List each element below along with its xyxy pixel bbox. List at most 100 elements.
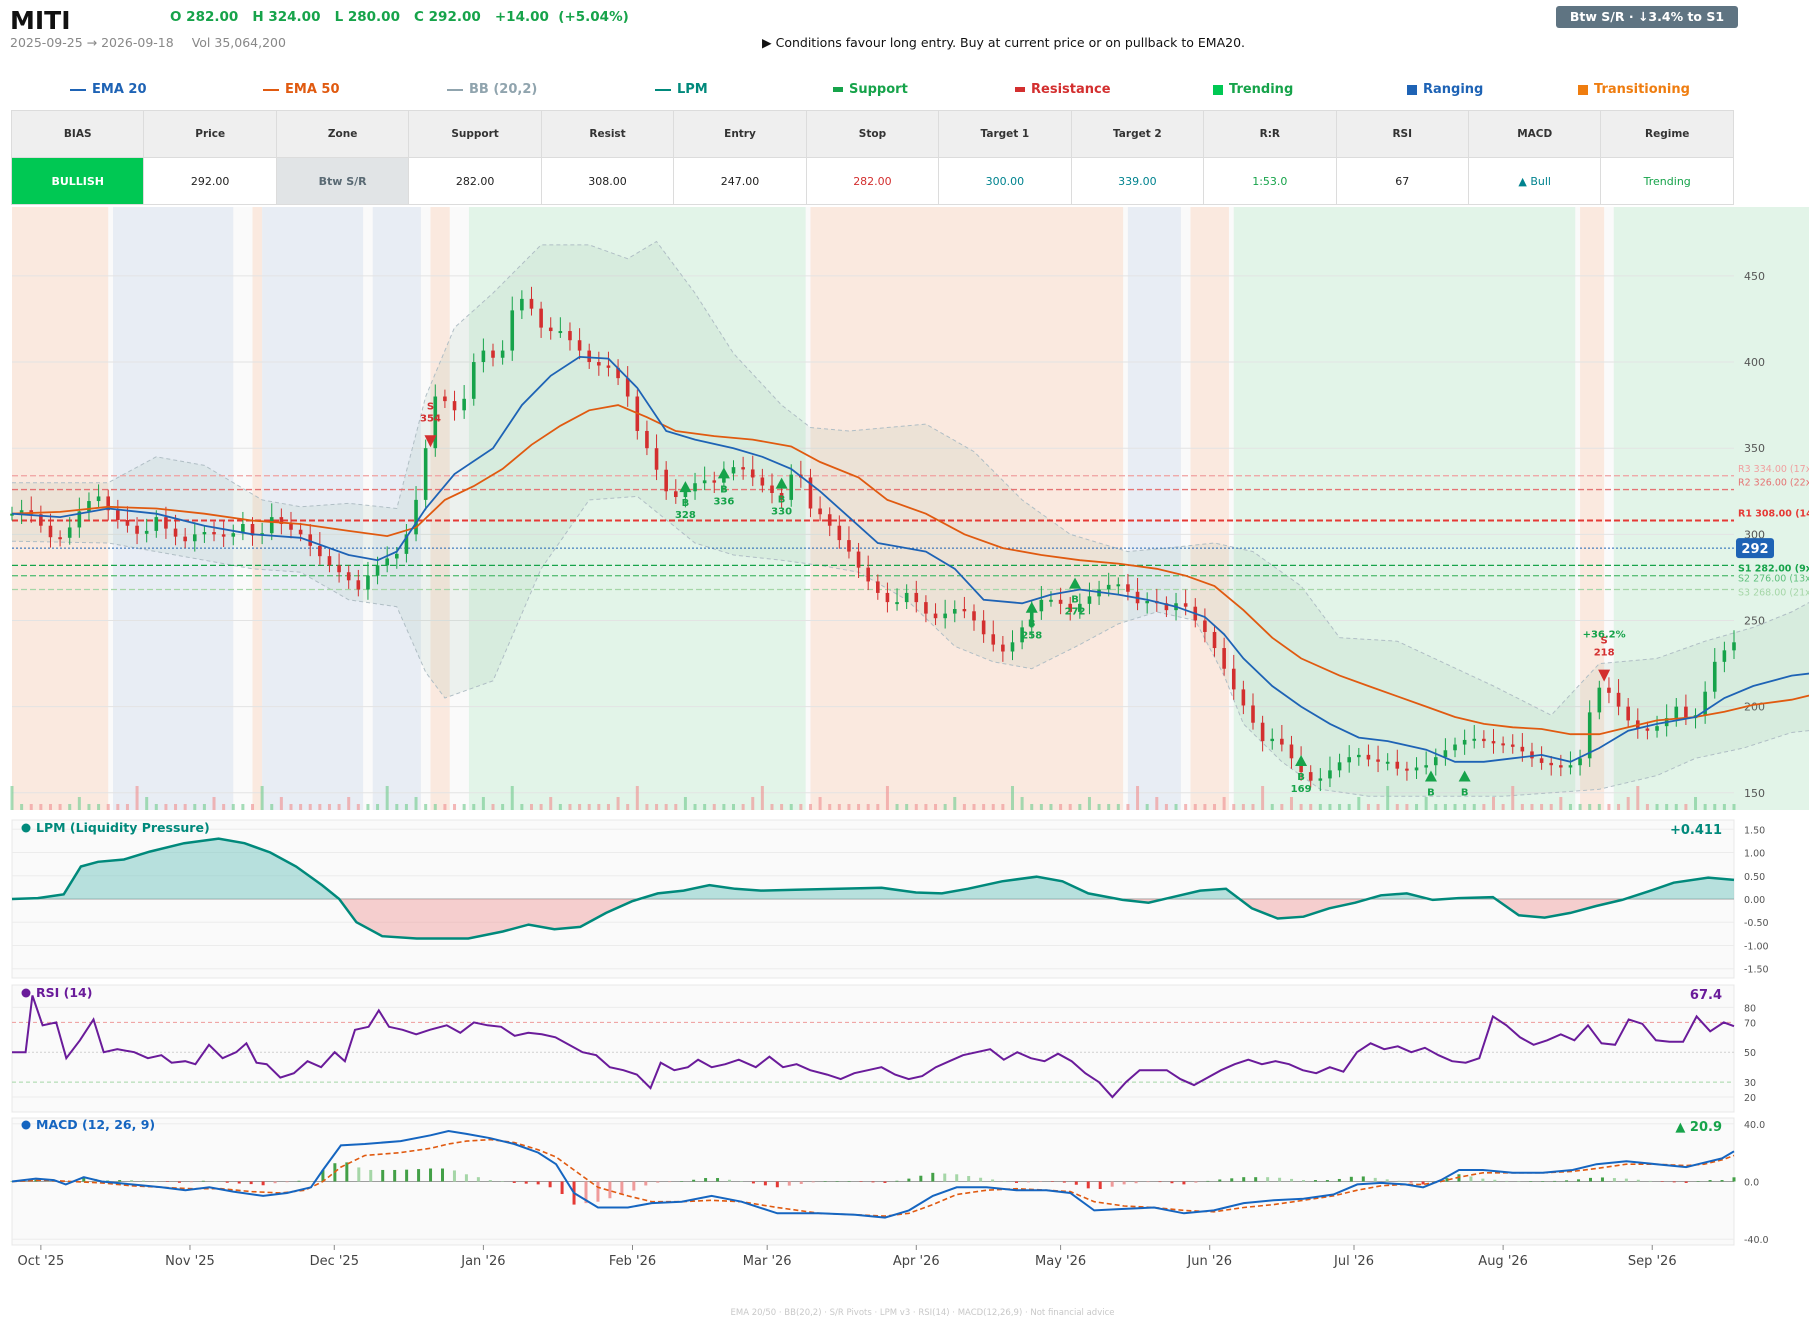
candle-body	[1433, 757, 1438, 766]
volume-bar	[1732, 804, 1736, 810]
candlestick	[1241, 680, 1246, 715]
candlestick	[1251, 693, 1255, 730]
volume-bar	[616, 797, 620, 810]
macd-histogram-bar	[10, 1181, 14, 1182]
candle-body	[87, 501, 91, 512]
candlestick	[1010, 630, 1015, 661]
candlestick	[847, 526, 851, 559]
volume-bar	[1078, 804, 1082, 810]
volume-bar	[520, 804, 524, 810]
x-tick-label: Dec '25	[310, 1254, 359, 1269]
macd-histogram-bar	[345, 1162, 349, 1182]
rsi-last-value: 67.4	[1690, 988, 1722, 1003]
candle-body	[741, 467, 745, 470]
candlestick	[77, 497, 82, 538]
regime-band-trending	[468, 207, 806, 810]
candlestick	[164, 506, 168, 539]
volume-bar	[693, 804, 697, 810]
macd-histogram-bar	[955, 1174, 959, 1182]
volume-bar	[1424, 797, 1428, 810]
macd-histogram-bar	[1541, 1181, 1545, 1182]
candlestick	[366, 561, 370, 600]
candlestick	[702, 466, 707, 491]
volume-bar	[1703, 804, 1707, 810]
candlestick	[221, 520, 226, 547]
candlestick	[1530, 742, 1534, 767]
macd-histogram-bar	[763, 1181, 767, 1186]
candle-body	[1145, 600, 1149, 604]
volume-bar	[1684, 804, 1688, 810]
volume-bar	[1068, 804, 1072, 810]
volume-bar	[1357, 797, 1361, 810]
candle-body	[1126, 584, 1130, 592]
candle-body	[1308, 772, 1313, 781]
sell-signal-return: +36.2%	[1583, 630, 1626, 641]
candle-body	[731, 467, 736, 474]
candlestick	[1001, 635, 1005, 662]
volume-bar	[347, 797, 351, 810]
candle-body	[770, 485, 774, 493]
candle-body	[1020, 627, 1024, 643]
candle-body	[1578, 758, 1582, 766]
candle-body	[96, 496, 101, 502]
candlestick	[116, 499, 120, 529]
candle-body	[1712, 661, 1717, 692]
volume-bar	[453, 804, 457, 810]
macd-histogram-bar	[548, 1181, 552, 1188]
volume-bar	[1299, 804, 1303, 810]
volume-bar	[1309, 804, 1313, 810]
candlestick	[760, 468, 765, 493]
macd-histogram-bar	[225, 1181, 229, 1183]
entry-value: 247.00	[673, 157, 807, 205]
macd-histogram-bar	[1182, 1181, 1186, 1185]
macd-histogram-bar	[393, 1169, 397, 1182]
x-tick-label: Mar '26	[743, 1254, 792, 1269]
volume-bar	[1126, 804, 1130, 810]
volume-bar	[905, 804, 909, 810]
candle-body	[1539, 758, 1544, 763]
current-price-tag	[1736, 538, 1774, 559]
macd-histogram-bar	[1266, 1177, 1270, 1182]
macd-histogram-bar	[1313, 1180, 1317, 1182]
volume-bar	[895, 804, 899, 810]
volume-bar	[1540, 804, 1544, 810]
lpm-tick-label: 0.50	[1744, 872, 1765, 883]
macd-histogram-bar	[381, 1169, 385, 1182]
macd-histogram-bar	[441, 1168, 444, 1182]
legend-bb: BB (20,2)	[447, 82, 537, 97]
candle-body	[202, 532, 207, 535]
candle-body	[818, 508, 822, 515]
lpm-negative-area	[12, 899, 1734, 939]
candle-body	[452, 401, 457, 411]
candle-body	[221, 534, 226, 537]
lpm-positive-area	[12, 838, 1734, 899]
col-rsi: RSI	[1335, 110, 1469, 158]
volume-bar	[1049, 804, 1053, 810]
candlestick	[558, 317, 563, 338]
macd-histogram-bar	[871, 1181, 875, 1183]
candlestick	[1674, 698, 1679, 727]
macd-histogram-bar	[452, 1170, 456, 1182]
candlestick	[1568, 751, 1573, 775]
volume-bar	[953, 797, 957, 810]
sell-signal-label: S	[1601, 636, 1608, 647]
candle-body	[789, 474, 794, 500]
volume-bar	[876, 804, 880, 810]
candle-body	[981, 620, 986, 635]
candle-body	[616, 367, 620, 379]
candlestick	[1549, 756, 1554, 776]
candlestick	[202, 525, 207, 543]
buy-signal-marker	[1458, 770, 1471, 782]
buy-signal-marker	[717, 467, 730, 479]
macd-histogram-bar	[656, 1181, 660, 1183]
macd-histogram-bar	[369, 1169, 373, 1182]
macd-histogram-bar	[1696, 1181, 1700, 1182]
macd-histogram-bar	[1385, 1179, 1389, 1182]
macd-histogram-bar	[1684, 1181, 1688, 1183]
volume-bar	[1213, 804, 1217, 810]
resist-value: 308.00	[540, 157, 675, 205]
col-rr: R:R	[1203, 110, 1337, 158]
candle-body	[587, 350, 592, 363]
macd-histogram-bar	[1325, 1180, 1329, 1182]
candle-body	[500, 350, 505, 358]
